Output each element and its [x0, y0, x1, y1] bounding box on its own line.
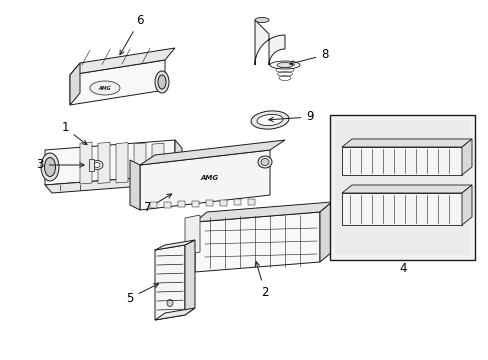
Polygon shape — [152, 143, 163, 182]
Text: 7: 7 — [144, 194, 171, 215]
Ellipse shape — [254, 18, 268, 22]
Polygon shape — [178, 201, 184, 207]
Ellipse shape — [44, 157, 55, 176]
Polygon shape — [234, 199, 241, 205]
Polygon shape — [205, 200, 213, 206]
Polygon shape — [80, 142, 92, 184]
Polygon shape — [70, 63, 80, 105]
Polygon shape — [116, 143, 128, 183]
Polygon shape — [98, 142, 110, 184]
Polygon shape — [163, 202, 171, 207]
Ellipse shape — [276, 63, 292, 68]
Ellipse shape — [158, 75, 165, 89]
Polygon shape — [254, 20, 285, 65]
Text: 1: 1 — [61, 121, 87, 145]
Ellipse shape — [94, 162, 100, 167]
Bar — [89, 159, 94, 171]
Polygon shape — [195, 212, 319, 272]
Ellipse shape — [90, 81, 120, 95]
Ellipse shape — [41, 153, 59, 181]
Text: AMG: AMG — [201, 175, 219, 181]
Polygon shape — [140, 140, 285, 165]
Polygon shape — [140, 150, 269, 210]
Polygon shape — [461, 185, 471, 225]
Polygon shape — [70, 48, 175, 75]
Polygon shape — [45, 140, 175, 185]
Ellipse shape — [91, 161, 103, 170]
Text: AMG: AMG — [99, 85, 111, 90]
Ellipse shape — [261, 158, 268, 166]
Ellipse shape — [258, 156, 271, 168]
Text: 3: 3 — [36, 158, 84, 171]
Ellipse shape — [257, 114, 283, 126]
Ellipse shape — [155, 71, 169, 93]
Text: 2: 2 — [255, 262, 268, 298]
Polygon shape — [155, 240, 195, 250]
Polygon shape — [341, 193, 461, 225]
Polygon shape — [341, 139, 471, 147]
Polygon shape — [134, 143, 146, 183]
Text: 4: 4 — [398, 261, 406, 274]
Text: 9: 9 — [268, 111, 313, 123]
Bar — [334, 120, 469, 255]
Polygon shape — [461, 139, 471, 175]
Polygon shape — [45, 175, 182, 193]
Text: 6: 6 — [120, 13, 143, 55]
Polygon shape — [184, 215, 200, 255]
Polygon shape — [195, 202, 331, 222]
Polygon shape — [130, 160, 140, 210]
Polygon shape — [220, 199, 226, 206]
Text: 8: 8 — [289, 49, 328, 65]
Ellipse shape — [167, 300, 173, 306]
Polygon shape — [319, 202, 331, 262]
Polygon shape — [175, 140, 182, 183]
Polygon shape — [341, 147, 461, 175]
Polygon shape — [155, 245, 184, 320]
Polygon shape — [247, 198, 254, 204]
Polygon shape — [184, 240, 195, 315]
Polygon shape — [341, 185, 471, 193]
Polygon shape — [150, 202, 157, 208]
Polygon shape — [192, 201, 199, 207]
Text: 5: 5 — [126, 284, 158, 305]
Polygon shape — [70, 60, 164, 105]
Ellipse shape — [250, 111, 288, 129]
Ellipse shape — [269, 61, 299, 69]
Bar — [329, 115, 474, 260]
Polygon shape — [155, 308, 195, 320]
